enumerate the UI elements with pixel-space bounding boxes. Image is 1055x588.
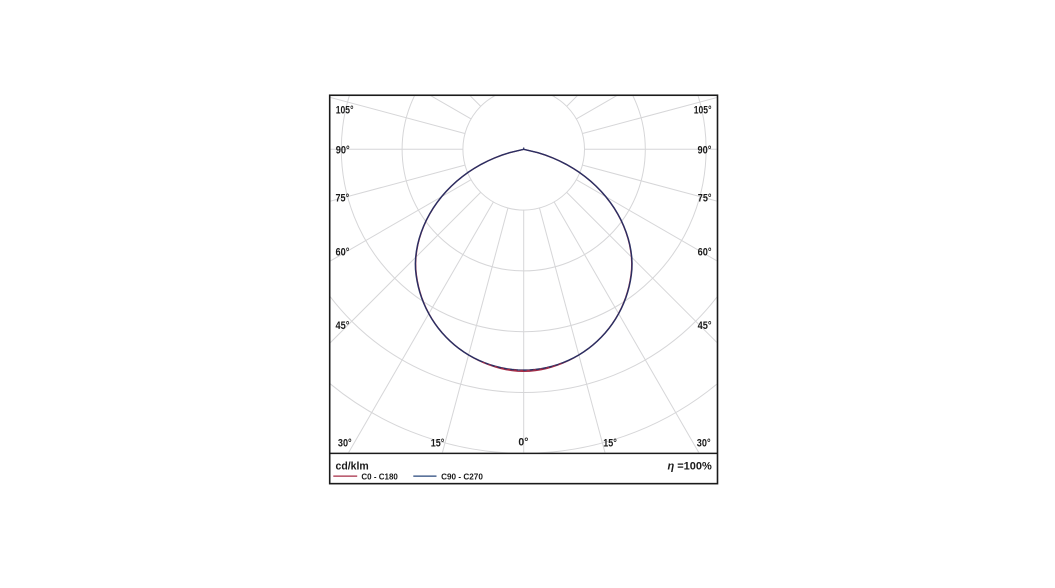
svg-text:45°: 45° — [336, 320, 350, 332]
svg-text:75°: 75° — [698, 192, 712, 204]
svg-text:90°: 90° — [698, 144, 712, 156]
svg-text:45°: 45° — [698, 320, 712, 332]
svg-text:C0 - C180: C0 - C180 — [361, 472, 398, 482]
svg-text:75°: 75° — [336, 192, 350, 204]
svg-text:15°: 15° — [431, 437, 445, 449]
svg-text:15°: 15° — [603, 437, 617, 449]
svg-text:60°: 60° — [698, 247, 712, 259]
svg-text:30°: 30° — [338, 437, 352, 449]
svg-text:90°: 90° — [336, 144, 350, 156]
svg-text:105°: 105° — [336, 104, 354, 116]
svg-text:η =100%: η =100% — [667, 460, 712, 472]
svg-text:105°: 105° — [694, 104, 712, 116]
svg-text:0°: 0° — [518, 437, 528, 449]
svg-text:C90 - C270: C90 - C270 — [441, 472, 483, 482]
svg-text:cd/klm: cd/klm — [336, 461, 369, 473]
svg-text:30°: 30° — [697, 437, 711, 449]
svg-text:60°: 60° — [336, 247, 350, 259]
